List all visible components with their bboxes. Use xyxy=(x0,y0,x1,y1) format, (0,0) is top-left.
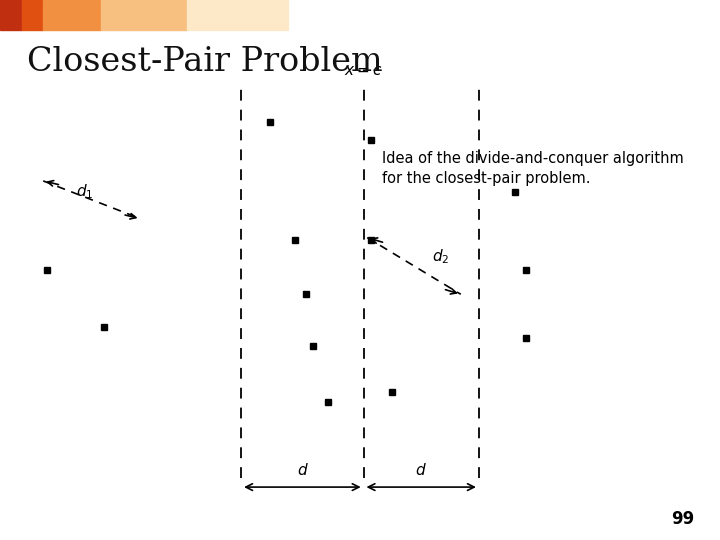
Bar xyxy=(187,0,288,30)
Text: $d$: $d$ xyxy=(297,462,308,478)
Bar xyxy=(22,0,43,30)
Bar xyxy=(101,0,187,30)
Bar xyxy=(0,0,22,30)
Text: $d_1$: $d_1$ xyxy=(76,183,94,201)
Text: $d_2$: $d_2$ xyxy=(432,247,449,266)
Text: Closest-Pair Problem: Closest-Pair Problem xyxy=(27,46,383,78)
Text: $d$: $d$ xyxy=(415,462,427,478)
Bar xyxy=(43,0,101,30)
Text: Idea of the divide-and-conquer algorithm
for the closest-pair problem.: Idea of the divide-and-conquer algorithm… xyxy=(382,151,683,186)
Text: 99: 99 xyxy=(672,510,695,528)
Text: $x = c$: $x = c$ xyxy=(344,64,383,78)
